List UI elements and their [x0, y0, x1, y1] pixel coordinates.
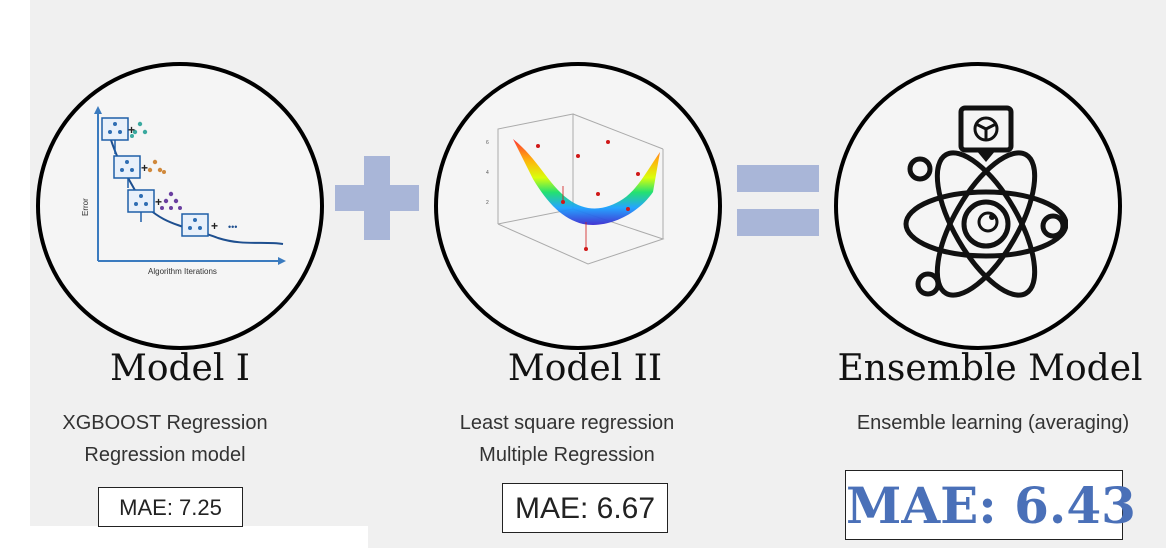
model-2-line-1: Least square regression	[459, 412, 675, 434]
svg-text:+: +	[141, 161, 148, 175]
svg-text:+: +	[128, 123, 135, 137]
xgboost-diagram-icon: Error Algorithm Iterations + + + + •••	[81, 106, 286, 276]
ensemble-title: Ensemble Model	[837, 348, 1143, 389]
ensemble-circle	[834, 62, 1122, 350]
bottom-left-blank	[0, 526, 368, 548]
diagram-xlabel: Algorithm Iterations	[148, 267, 217, 276]
svg-text:+: +	[155, 195, 162, 209]
model-1-line-1: XGBOOST Regression	[62, 412, 268, 434]
svg-text:2: 2	[486, 200, 489, 206]
diagram-ellipsis: •••	[228, 222, 237, 232]
ensemble-line-1: Ensemble learning (averaging)	[856, 412, 1130, 434]
model-1-circle: Error Algorithm Iterations + + + + •••	[36, 62, 324, 350]
atom-ai-icon	[903, 105, 1068, 298]
plus-icon	[335, 156, 419, 240]
surface-plot-icon: 6 4 2	[486, 113, 665, 265]
left-margin-strip	[0, 0, 30, 548]
model-2-line-2: Multiple Regression	[479, 444, 655, 466]
model-2-title: Model II	[507, 348, 663, 389]
model-1-mae-badge: MAE: 7.25	[98, 487, 243, 527]
model-2-mae-badge: MAE: 6.67	[502, 483, 668, 533]
model-2-circle: 6 4 2	[434, 62, 722, 350]
diagram-ylabel: Error	[81, 198, 90, 216]
model-1-title: Model I	[109, 348, 251, 389]
ensemble-mae-badge: MAE: 6.43	[845, 470, 1136, 540]
svg-text:6: 6	[486, 140, 489, 146]
svg-text:+: +	[211, 219, 218, 233]
svg-text:4: 4	[486, 170, 489, 176]
model-1-line-2: Regression model	[84, 444, 246, 466]
equals-icon	[737, 165, 819, 236]
